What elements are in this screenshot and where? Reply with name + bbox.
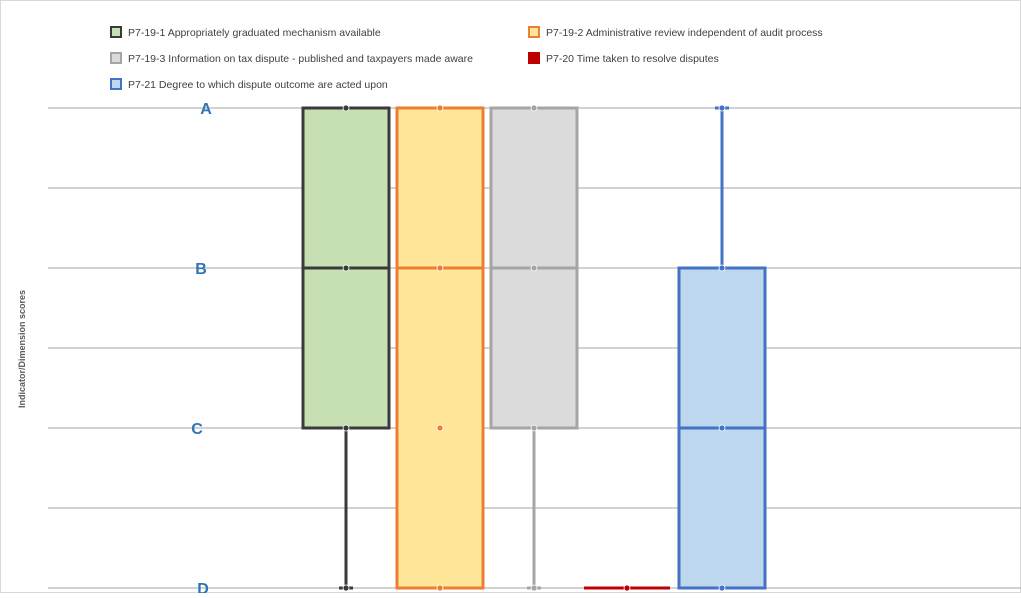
- legend-swatch: [110, 26, 122, 38]
- legend-item: P7-21 Degree to which dispute outcome ar…: [110, 78, 388, 91]
- data-point: [718, 584, 726, 592]
- data-point: [436, 104, 444, 112]
- y-tick-label: B: [195, 261, 207, 278]
- legend-item: P7-19-1 Appropriately graduated mechanis…: [110, 26, 381, 39]
- y-tick-label: A: [200, 101, 212, 118]
- data-point: [718, 264, 726, 272]
- legend-label: P7-19-3 Information on tax dispute - pub…: [128, 53, 473, 65]
- legend-item: P7-20 Time taken to resolve disputes: [528, 52, 719, 65]
- data-point: [342, 424, 350, 432]
- y-tick-label: C: [191, 421, 203, 438]
- data-point: [718, 424, 726, 432]
- data-point: [436, 584, 444, 592]
- data-point: [342, 264, 350, 272]
- data-point: [530, 104, 538, 112]
- data-point: [623, 584, 631, 592]
- legend-swatch: [528, 26, 540, 38]
- data-point: [718, 104, 726, 112]
- y-tick-label: D: [197, 581, 209, 593]
- data-point: [436, 264, 444, 272]
- data-point: [436, 424, 444, 432]
- legend-swatch: [110, 78, 122, 90]
- legend-item: P7-19-2 Administrative review independen…: [528, 26, 823, 39]
- data-point: [342, 584, 350, 592]
- y-tick-labels: A B C D: [191, 101, 212, 598]
- box-series: [395, 104, 485, 592]
- legend-label: P7-20 Time taken to resolve disputes: [546, 53, 719, 65]
- legend: P7-19-1 Appropriately graduated mechanis…: [110, 26, 823, 91]
- data-point: [342, 104, 350, 112]
- data-point: [530, 264, 538, 272]
- data-point: [530, 424, 538, 432]
- box-iqr: [395, 106, 485, 590]
- legend-swatch: [110, 52, 122, 64]
- legend-label: P7-21 Degree to which dispute outcome ar…: [128, 79, 388, 91]
- box-series: [584, 584, 670, 592]
- legend-swatch: [528, 52, 540, 64]
- box-series: [489, 104, 579, 592]
- legend-item: P7-19-3 Information on tax dispute - pub…: [110, 52, 473, 65]
- legend-label: P7-19-1 Appropriately graduated mechanis…: [128, 27, 381, 39]
- box-series: [301, 104, 391, 592]
- data-point: [530, 584, 538, 592]
- box-series: [677, 104, 767, 592]
- y-axis-label: Indicator/Dimension scores: [17, 290, 27, 408]
- boxes: [301, 104, 767, 592]
- legend-label: P7-19-2 Administrative review independen…: [546, 27, 823, 39]
